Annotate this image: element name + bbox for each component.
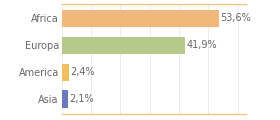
Bar <box>62 10 219 27</box>
Text: 2,1%: 2,1% <box>69 94 94 104</box>
Text: 2,4%: 2,4% <box>70 67 95 77</box>
Text: 41,9%: 41,9% <box>186 40 217 50</box>
Text: 53,6%: 53,6% <box>221 13 251 23</box>
Bar <box>62 37 185 54</box>
Bar <box>62 63 69 81</box>
Bar <box>62 90 68 108</box>
